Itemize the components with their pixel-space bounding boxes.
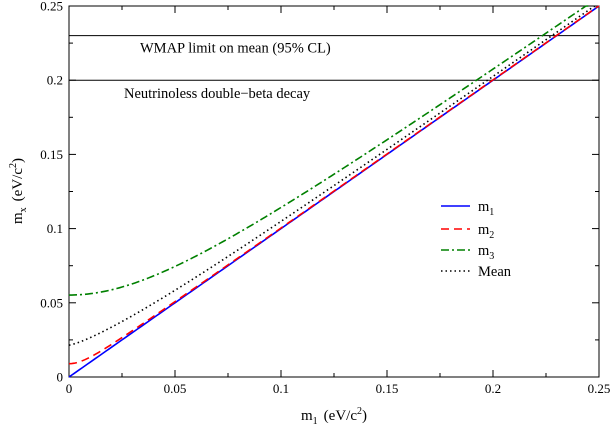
legend-entry-m1: m1	[441, 199, 494, 218]
series-line-m2	[68, 5, 600, 365]
legend-entry-m2: m2	[441, 222, 494, 241]
y-tick-label: 0.1	[47, 221, 63, 236]
x-tick-label: 0.2	[485, 381, 501, 396]
series-line-m3	[68, 5, 589, 296]
legend-label-m3: m	[478, 243, 490, 259]
svg-text:m1: m1	[478, 199, 494, 218]
svg-text:Mean: Mean	[478, 264, 512, 280]
x-tick-label: 0.25	[588, 381, 611, 396]
hline-label-1: Neutrinoless double−beta decay	[124, 86, 311, 102]
y-tick-label: 0.2	[47, 73, 63, 88]
svg-text:m2: m2	[478, 222, 494, 241]
legend-label-mean: Mean	[478, 264, 512, 280]
y-tick-label: 0.15	[40, 147, 63, 162]
y-tick-label: 0.25	[40, 0, 63, 14]
legend-box	[434, 186, 546, 282]
hline-label-0: WMAP limit on mean (95% CL)	[140, 41, 331, 57]
x-tick-label: 0.1	[273, 381, 289, 396]
x-tick-label: 0.05	[164, 381, 187, 396]
x-tick-label: 0.15	[376, 381, 399, 396]
legend-entry-mean: Mean	[441, 264, 512, 280]
series-lines	[68, 5, 600, 378]
legend: m1 m2 m3 Mean	[434, 186, 546, 282]
legend-label-m1: m	[478, 199, 490, 215]
legend-entry-m3: m3	[441, 243, 494, 262]
x-axis-label: m1 (eV/c2)	[301, 406, 367, 427]
svg-text:m3: m3	[478, 243, 494, 262]
y-axis-label: mx(eV/c2)	[8, 158, 29, 224]
y-tick-label: 0	[57, 370, 64, 385]
x-tick-label: 0	[66, 381, 73, 396]
reference-lines: WMAP limit on mean (95% CL) Neutrinoless …	[69, 35, 599, 102]
y-tick-label: 0.05	[40, 295, 63, 310]
legend-label-m2: m	[478, 222, 490, 238]
axis-ticks: 0 0.05 0.1 0.15 0.2 0.25 0 0.05 0.1 0.15 0.2 0.25	[40, 0, 610, 396]
